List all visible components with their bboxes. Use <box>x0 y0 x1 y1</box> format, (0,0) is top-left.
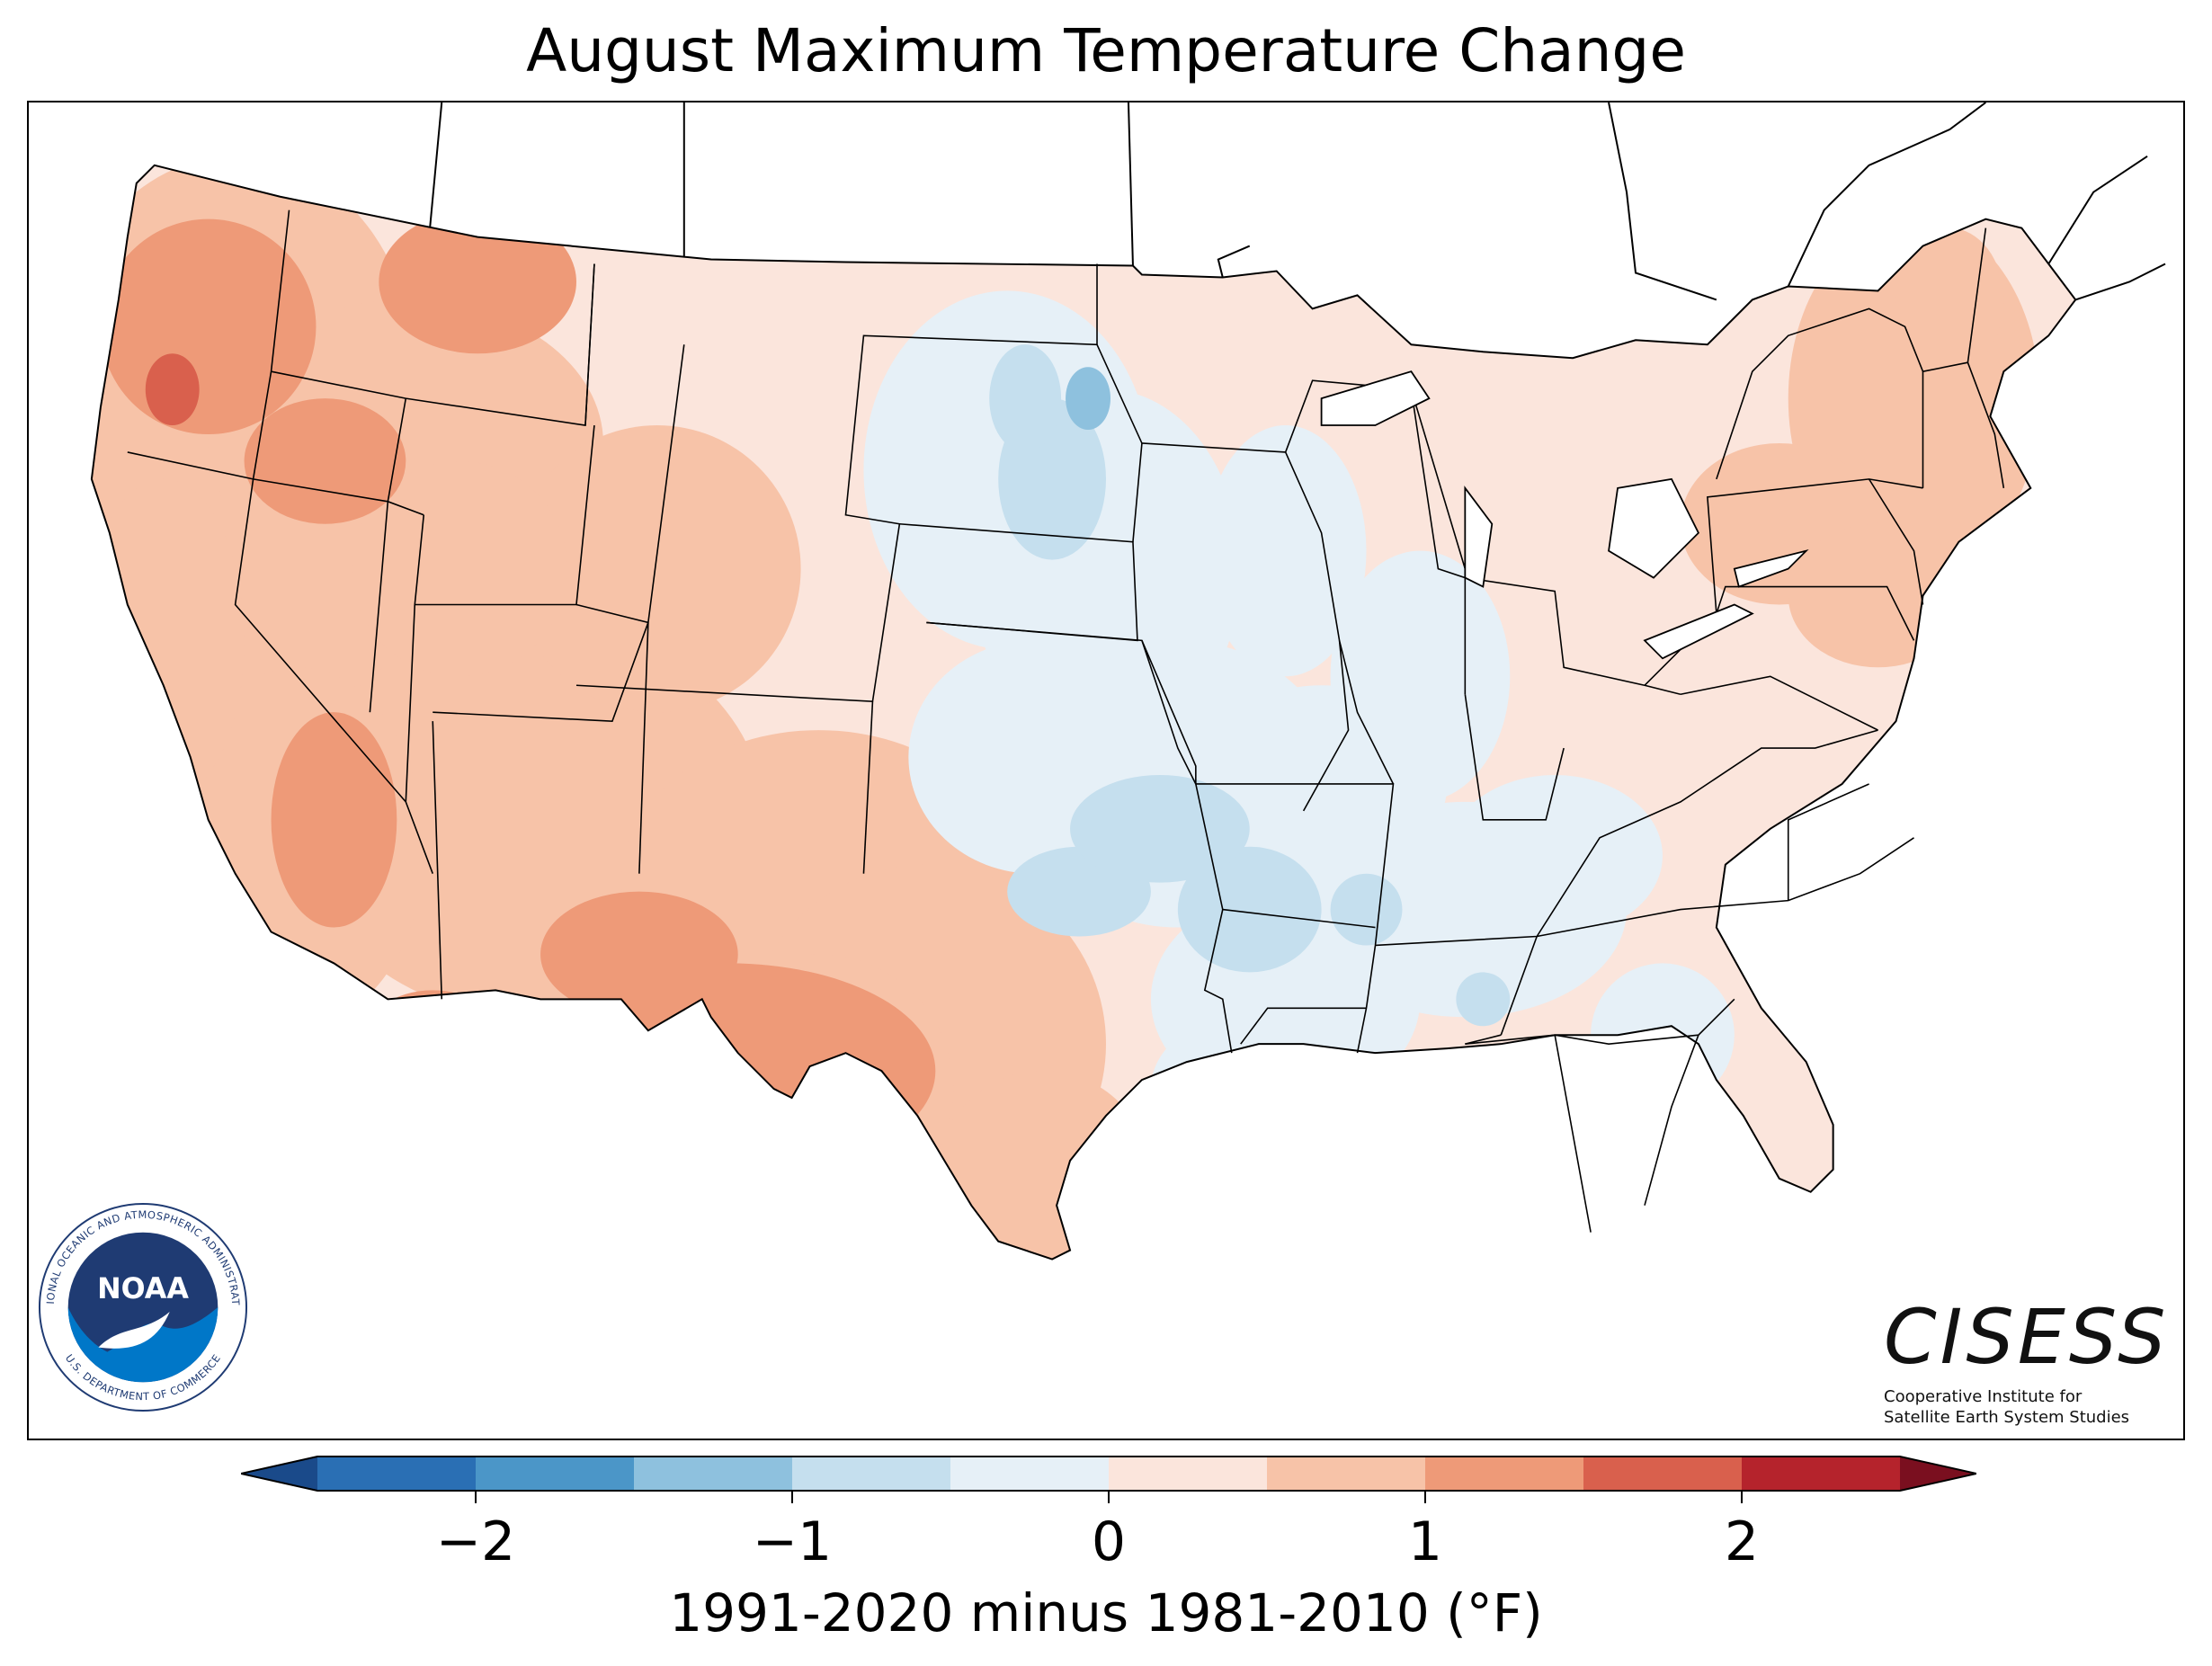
noaa-logo-center-text: NOAA <box>97 1273 189 1305</box>
cisess-line-2: Satellite Earth System Studies <box>1884 1407 2130 1427</box>
colorbar-band <box>1583 1457 1743 1491</box>
field-blob <box>728 1187 891 1260</box>
colorbar-over-arrow <box>1900 1457 1976 1491</box>
cisess-wordmark: CISESS <box>1884 1293 2170 1381</box>
field-blob <box>450 1151 594 1260</box>
field-blob <box>1330 873 1403 946</box>
temperature-field <box>91 165 2076 1260</box>
field-blob <box>513 425 801 713</box>
field-blob <box>1066 367 1110 431</box>
field-blob <box>989 344 1062 452</box>
colorbar-band <box>950 1457 1110 1491</box>
context-borders <box>427 102 2166 301</box>
colorbar-band <box>1425 1457 1584 1491</box>
colorbar-band <box>1267 1457 1426 1491</box>
field-blob <box>1177 846 1322 973</box>
colorbar-band <box>792 1457 951 1491</box>
field-blob <box>379 209 576 354</box>
colorbar-band <box>634 1457 793 1491</box>
colorbar-under-arrow <box>241 1457 317 1491</box>
field-blob <box>433 1053 505 1107</box>
field-blob <box>244 398 406 524</box>
field-blob <box>1447 774 1663 937</box>
field-blob <box>145 353 200 426</box>
map-title: August Maximum Temperature Change <box>526 16 1686 85</box>
field-blob <box>1204 425 1367 677</box>
field-blob <box>352 460 567 677</box>
colorbar-tick-label: −1 <box>752 1510 833 1573</box>
colorbar-band <box>476 1457 635 1491</box>
temperature-change-map <box>90 102 2166 1261</box>
field-blob <box>540 891 738 1018</box>
colorbar-tick-label: 1 <box>1407 1510 1443 1573</box>
cisess-logo: CISESS Cooperative Institute for Satelli… <box>1884 1299 2172 1428</box>
colorbar-band <box>317 1457 477 1491</box>
colorbar-band <box>1742 1457 1901 1491</box>
colorbar-tick-label: 0 <box>1091 1510 1127 1573</box>
colorbar <box>241 1456 1976 1503</box>
field-blob <box>1788 523 1968 668</box>
field-blob <box>1895 227 2004 372</box>
field-blob <box>100 218 317 435</box>
field-blob <box>1070 774 1250 883</box>
field-blob <box>271 712 397 928</box>
state-borders <box>127 209 2005 1233</box>
colorbar-outline <box>241 1456 1976 1492</box>
colorbar-tick-label: 2 <box>1724 1510 1760 1573</box>
map-frame <box>27 101 2185 1440</box>
noaa-logo: NOAA NATIONAL OCEANIC AND ATMOSPHERIC AD… <box>36 1200 248 1412</box>
field-blob <box>1456 972 1511 1027</box>
great-lakes <box>1320 370 1809 660</box>
colorbar-tick-label: −2 <box>435 1510 516 1573</box>
field-blob <box>701 1098 828 1206</box>
field-blob <box>1150 1017 1331 1161</box>
cisess-line-1: Cooperative Institute for <box>1884 1387 2083 1406</box>
colorbar-label: 1991-2020 minus 1981-2010 (°F) <box>669 1582 1543 1644</box>
colorbar-band <box>1109 1457 1268 1491</box>
field-blob <box>361 990 505 1099</box>
